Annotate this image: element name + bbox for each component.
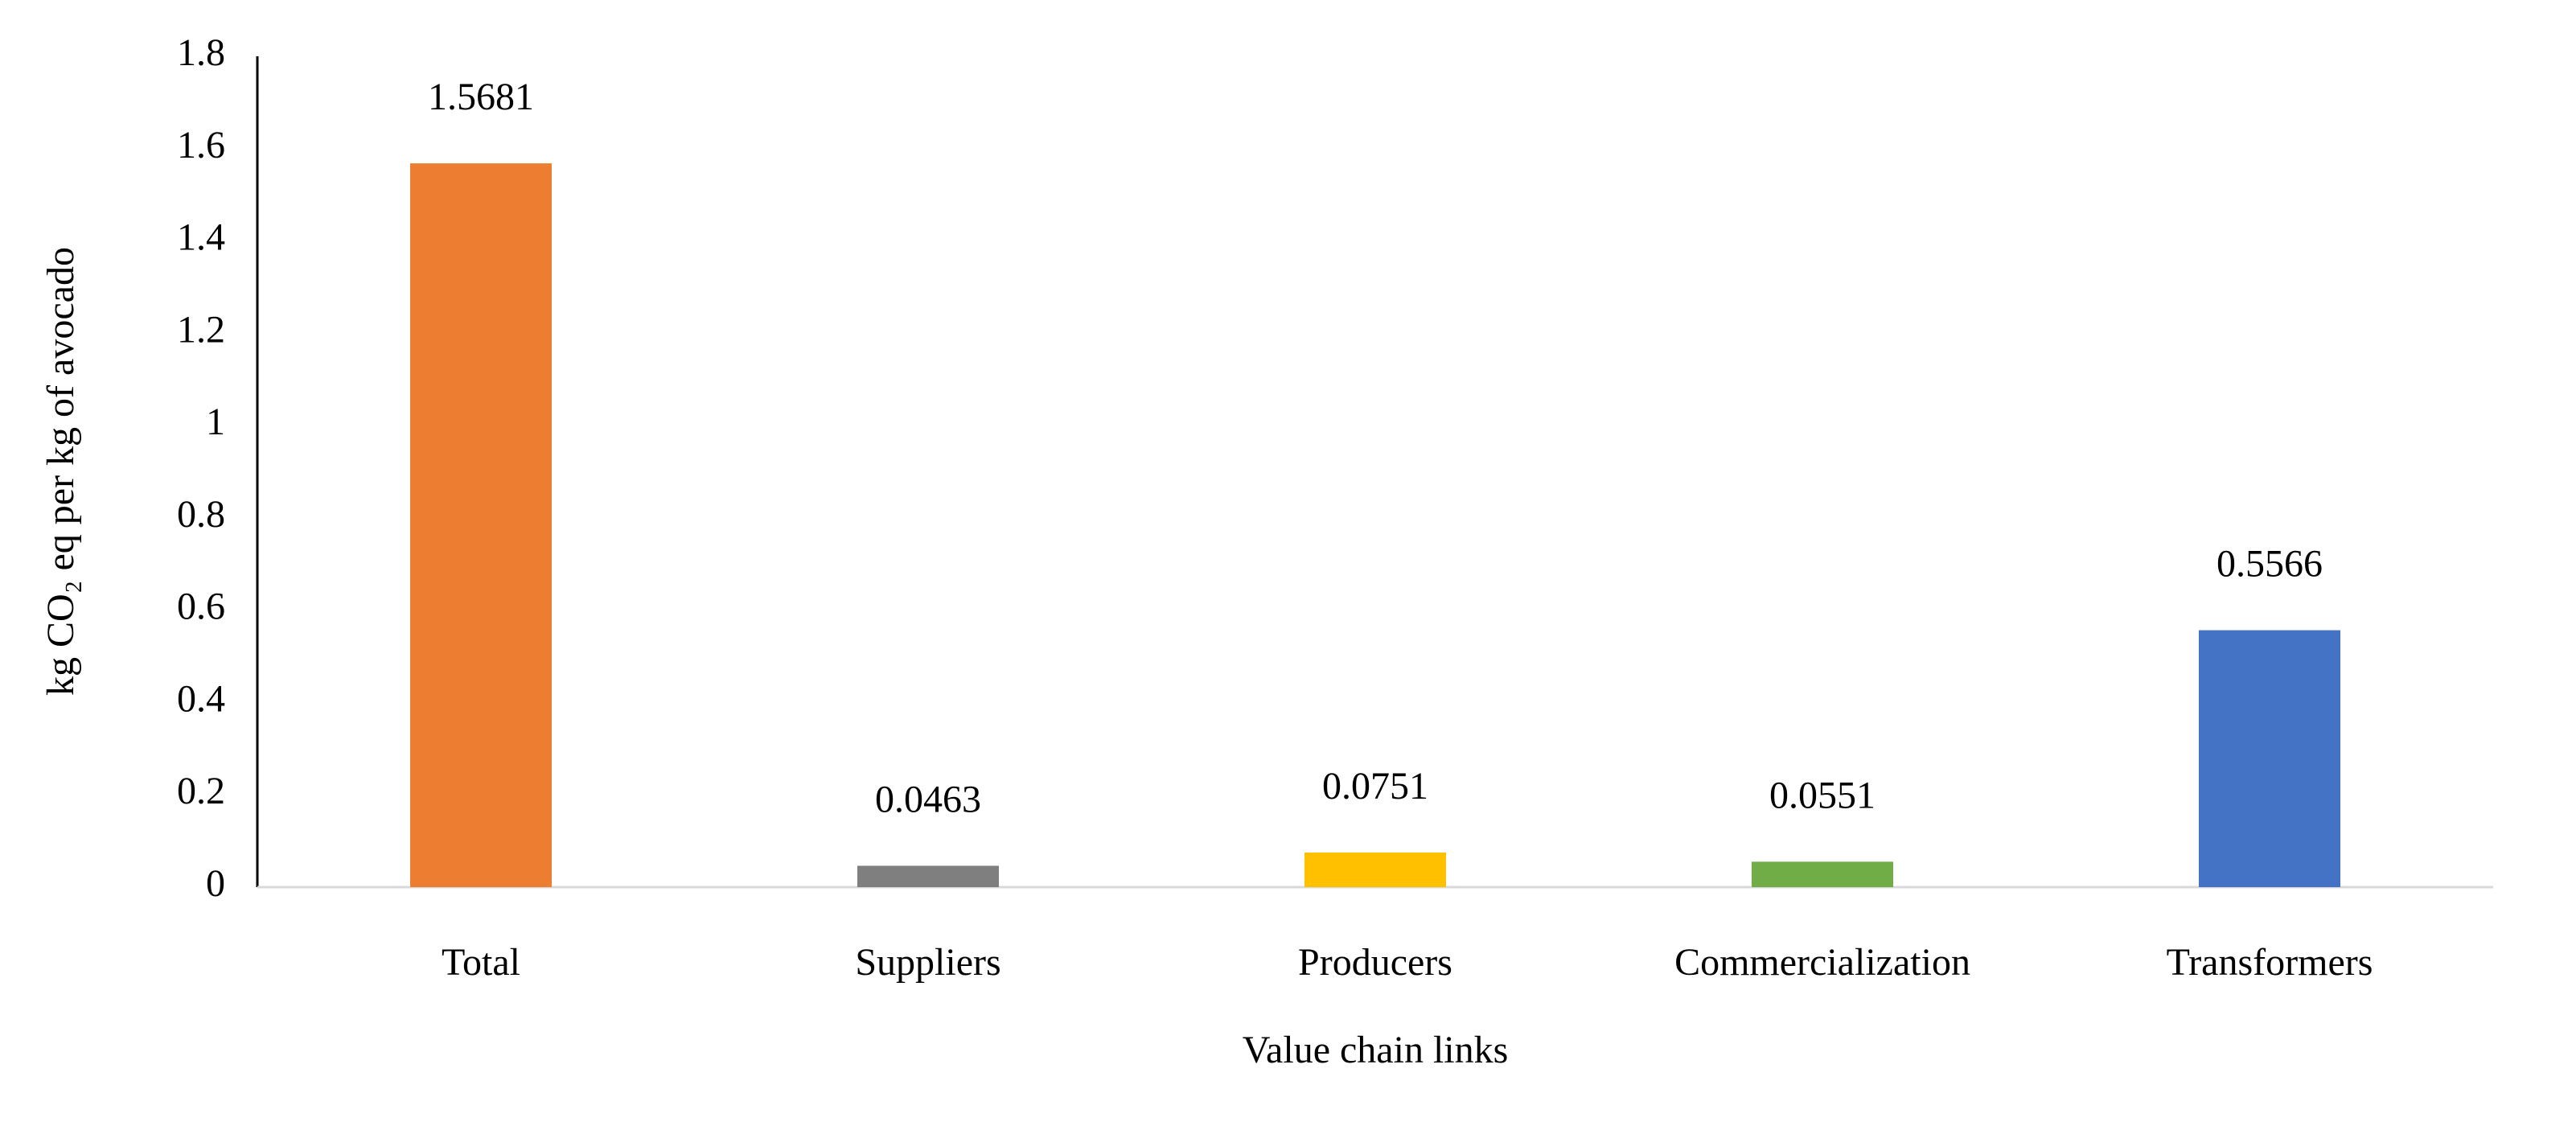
bar — [1752, 861, 1893, 887]
x-tick-label: Suppliers — [855, 941, 1000, 984]
data-label: 0.0463 — [875, 778, 981, 820]
bar — [410, 163, 552, 887]
data-label: 1.5681 — [428, 76, 534, 118]
x-tick-label: Producers — [1298, 941, 1452, 984]
y-axis-title: kg CO₂ eq per kg of avocado — [39, 247, 82, 696]
bar — [857, 865, 999, 887]
y-tick-label: 0.4 — [177, 677, 225, 720]
bar — [1304, 852, 1446, 887]
y-tick-label: 1.8 — [177, 31, 225, 74]
y-tick-label: 0.6 — [177, 586, 225, 628]
y-tick-label: 1.2 — [177, 308, 225, 351]
x-tick-label: Transformers — [2167, 941, 2373, 984]
data-label: 0.0751 — [1322, 765, 1428, 808]
y-tick-label: 1.4 — [177, 216, 225, 259]
bar — [2199, 630, 2340, 887]
y-tick-label: 0.8 — [177, 493, 225, 536]
data-label: 0.5566 — [2217, 543, 2323, 586]
y-tick-label: 1.6 — [177, 124, 225, 166]
data-label: 0.0551 — [1769, 774, 1876, 816]
y-tick-label: 0 — [206, 862, 225, 905]
y-tick-label: 1 — [206, 401, 225, 443]
y-tick-label: 0.2 — [177, 770, 225, 812]
x-tick-label: Commercialization — [1674, 941, 1970, 984]
x-axis-title: Value chain links — [1243, 1029, 1509, 1071]
x-tick-label: Total — [442, 941, 520, 984]
